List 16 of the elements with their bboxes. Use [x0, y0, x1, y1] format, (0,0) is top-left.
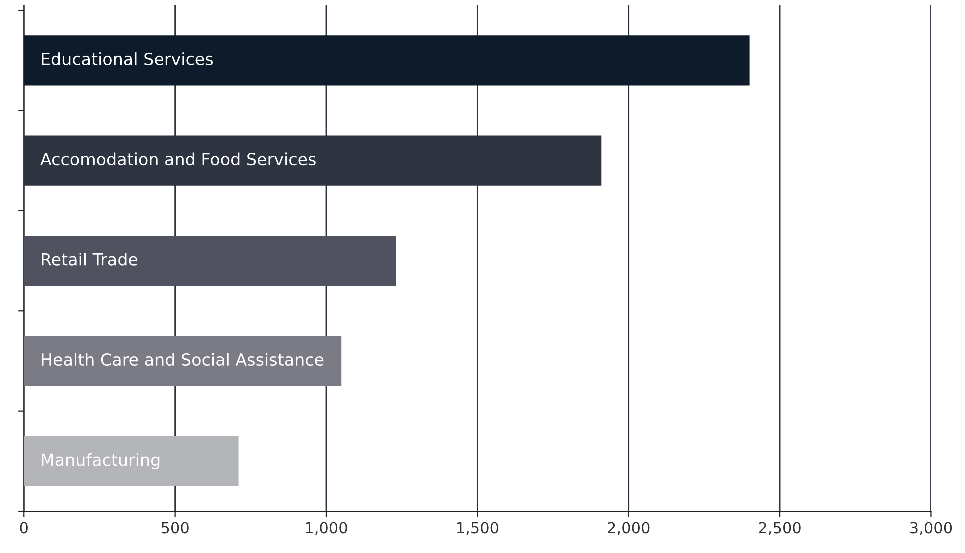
x-tick-label: 0	[20, 522, 28, 534]
bar	[24, 36, 750, 86]
x-tick-label: 1,500	[457, 522, 499, 536]
y-tick-label: Retail Trade	[42, 252, 138, 266]
x-tick-label: 3,000	[910, 522, 952, 536]
bar	[24, 436, 239, 486]
bar	[24, 236, 396, 286]
y-tick-label: Accomodation and Food Services	[40, 152, 316, 166]
bar	[24, 336, 342, 386]
x-tick-label: 500	[162, 522, 189, 534]
y-tick-label: Manufacturing	[42, 453, 160, 470]
x-tick-label: 1,000	[306, 522, 348, 536]
y-tick-label: Educational Services	[42, 52, 214, 66]
x-tick-label: 2,000	[608, 522, 650, 536]
y-tick-label: Health Care and Social Assistance	[42, 353, 324, 366]
x-tick-label: 2,500	[759, 522, 801, 536]
